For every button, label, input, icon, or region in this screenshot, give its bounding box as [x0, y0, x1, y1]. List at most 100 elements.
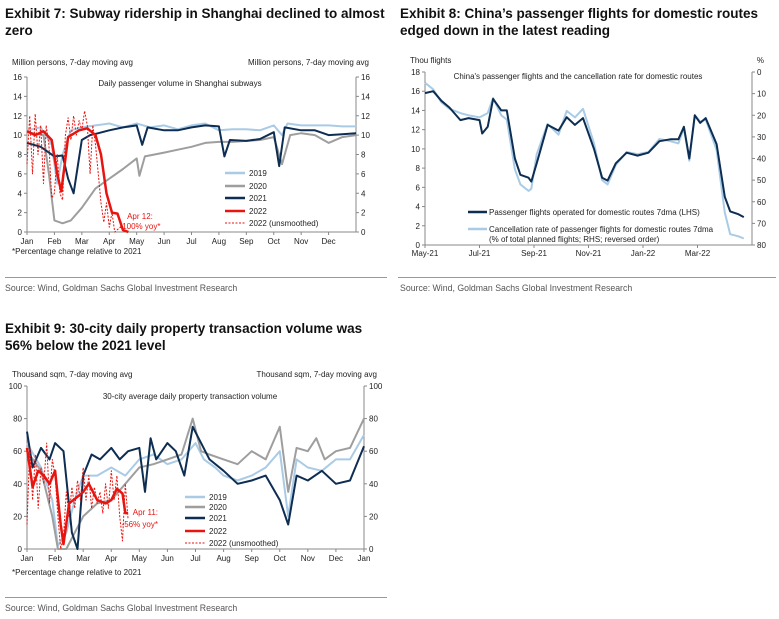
y-tick-label-right: 40 — [757, 155, 766, 164]
y-tick-label: 2 — [416, 222, 421, 231]
exhibit-9-title: Exhibit 9: 30-city daily property transa… — [5, 321, 363, 353]
series-line-2022 — [26, 127, 129, 234]
y-tick-label: 8 — [416, 164, 421, 173]
y-tick-label-right: 10 — [361, 131, 370, 140]
y-tick-label: 6 — [416, 183, 421, 192]
divider — [398, 277, 776, 278]
x-tick-label: May — [132, 554, 147, 563]
y-tick-label: 12 — [13, 112, 22, 121]
annotation: Apr 12: — [127, 212, 153, 221]
x-tick-label: Aug — [216, 554, 230, 563]
y-tick-label: 60 — [13, 447, 22, 456]
y-tick-label: 80 — [13, 415, 22, 424]
divider — [5, 277, 387, 278]
y-tick-label: 12 — [411, 126, 420, 135]
exhibit-7-title: Exhibit 7: Subway ridership in Shanghai … — [5, 6, 385, 38]
x-tick-label: May — [129, 237, 144, 246]
legend-label: 2022 (unsmoothed) — [249, 219, 319, 228]
legend-label: Cancellation rate of passenger flights f… — [489, 225, 714, 234]
y-tick-label: 8 — [18, 151, 23, 160]
y-tick-label-right: 8 — [361, 151, 366, 160]
y-tick-label: 18 — [411, 68, 420, 77]
y-tick-label-right: 30 — [757, 133, 766, 142]
y-tick-label-right: 0 — [757, 68, 762, 77]
y-axis-label-right: Thousand sqm, 7-day moving avg — [256, 370, 377, 379]
y-tick-label: 100 — [9, 382, 23, 391]
x-tick-label: Jan — [21, 237, 34, 246]
x-tick-label: Oct — [274, 554, 287, 563]
x-tick-label: Jul — [190, 554, 200, 563]
y-tick-label: 4 — [18, 189, 23, 198]
series-line-2022-unsmoothed- — [26, 442, 129, 550]
footnote: *Percentage change relative to 2021 — [12, 247, 142, 256]
y-tick-label-right: 60 — [757, 198, 766, 207]
y-tick-label: 14 — [13, 92, 22, 101]
y-tick-label: 16 — [411, 87, 420, 96]
exhibit-7-source: Source: Wind, Goldman Sachs Global Inves… — [5, 283, 238, 294]
y-tick-label: 40 — [13, 480, 22, 489]
y-axis-label: Thousand sqm, 7-day moving avg — [12, 370, 133, 379]
legend-label: 2021 — [249, 194, 267, 203]
y-tick-label-right: 6 — [361, 170, 366, 179]
y-tick-label-right: 40 — [369, 480, 378, 489]
y-tick-label-right: 100 — [369, 382, 383, 391]
x-tick-label: Feb — [48, 237, 62, 246]
x-tick-label: Apr — [105, 554, 118, 563]
series-line-2020 — [26, 131, 357, 225]
x-tick-label: May-21 — [412, 249, 439, 258]
exhibit-8-source: Source: Wind, Goldman Sachs Global Inves… — [400, 283, 633, 294]
series-line-2019 — [26, 434, 365, 547]
y-tick-label: 10 — [411, 145, 420, 154]
y-tick-label-right: 20 — [369, 512, 378, 521]
y-tick-label-right: 10 — [757, 90, 766, 99]
y-tick-label: 6 — [18, 170, 23, 179]
y-tick-label: 4 — [416, 203, 421, 212]
legend-label: (% of total planned flights; RHS; revers… — [489, 235, 660, 244]
x-tick-label: Mar — [76, 554, 90, 563]
y-tick-label: 14 — [411, 106, 420, 115]
exhibit-9-source: Source: Wind, Goldman Sachs Global Inves… — [5, 603, 238, 614]
y-tick-label-right: 80 — [757, 241, 766, 250]
legend-label: 2020 — [249, 182, 267, 191]
x-tick-label: Dec — [321, 237, 335, 246]
legend-label: 2022 (unsmoothed) — [209, 539, 279, 548]
y-tick-label: 10 — [13, 131, 22, 140]
x-tick-label: Aug — [212, 237, 226, 246]
exhibit-8-title: Exhibit 8: China’s passenger flights for… — [400, 6, 759, 38]
y-tick-label: 20 — [13, 512, 22, 521]
y-tick-label: 0 — [416, 241, 421, 250]
x-tick-label: Jul — [186, 237, 196, 246]
y-axis-label: Thou flights — [410, 56, 451, 65]
legend-label: 2022 — [209, 527, 227, 536]
x-tick-label: Mar — [75, 237, 89, 246]
x-tick-label: Sep-21 — [521, 249, 547, 258]
legend-label: Passenger flights operated for domestic … — [489, 208, 700, 217]
series-line-2022 — [25, 447, 129, 546]
y-tick-label-right: 0 — [361, 228, 366, 237]
x-tick-label: Mar-22 — [685, 249, 711, 258]
legend-label: 2019 — [209, 493, 227, 502]
y-tick-label: 0 — [18, 228, 23, 237]
series-line-2021 — [26, 124, 357, 195]
y-axis-label-right: Million persons, 7-day moving avg — [248, 58, 369, 67]
x-tick-label: Oct — [268, 237, 281, 246]
y-tick-label-right: 12 — [361, 112, 370, 121]
y-tick-label-right: 0 — [369, 545, 374, 554]
y-tick-label-right: 50 — [757, 176, 766, 185]
y-tick-label-right: 2 — [361, 209, 366, 218]
annotation: -56% yoy* — [122, 520, 158, 529]
x-tick-label: Apr — [103, 237, 116, 246]
legend-label: 2019 — [249, 169, 267, 178]
annotation: -100% yoy* — [120, 222, 161, 231]
legend-label: 2020 — [209, 503, 227, 512]
y-tick-label-right: 80 — [369, 415, 378, 424]
x-tick-label: Nov-21 — [576, 249, 602, 258]
x-tick-label: Jan-22 — [631, 249, 656, 258]
series-line-2021 — [26, 425, 365, 550]
series-line-2020 — [26, 417, 365, 550]
x-tick-label: Jan — [21, 554, 34, 563]
y-axis-label-right: % — [757, 56, 764, 65]
x-tick-label: Sep — [245, 554, 260, 563]
